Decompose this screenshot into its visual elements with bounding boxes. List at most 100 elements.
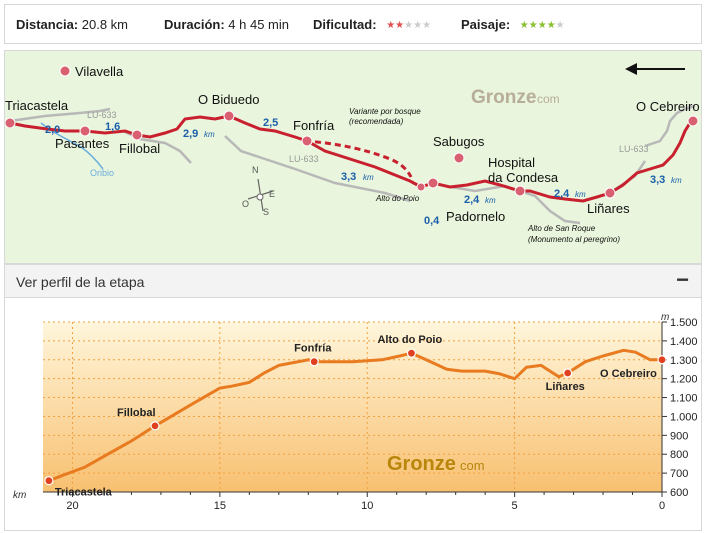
y-tick-label: 700	[670, 468, 688, 480]
difficulty-star-icon: ★	[422, 20, 432, 31]
segment-4: 2,5	[263, 117, 278, 129]
duration-value: 4 h 45 min	[228, 17, 289, 32]
y-tick-label: 1.500	[670, 317, 698, 329]
profile-point-triacastela	[44, 476, 54, 486]
difficulty-stat: Dificultad: ★★★★★	[313, 17, 431, 32]
x-tick-label: 5	[512, 500, 518, 512]
difficulty-star-icon: ★	[395, 20, 405, 31]
x-tick-label: 20	[66, 500, 78, 512]
collapse-icon[interactable]: −	[676, 267, 689, 292]
elevation-chart: 1.500 1.400 1.300 1.200 1.100 1.000 900 800 700 6…	[13, 312, 698, 512]
segment-1: 2,0	[45, 124, 60, 136]
label-triacastela: Triacastela	[5, 98, 69, 113]
route-map[interactable]: N O E S Gronze com Triacastela Vilavella	[4, 50, 702, 264]
segment-unit-8: km	[575, 190, 586, 199]
label-linares: Liñares	[587, 201, 630, 216]
distance-label: Distancia:	[16, 17, 79, 32]
label-alto-san-roque-1: Alto de San Roque	[527, 224, 596, 233]
label-vilavella: Vilavella	[75, 64, 124, 79]
y-tick-label: 1.200	[670, 374, 698, 386]
route-map-canvas: N O E S Gronze com Triacastela Vilavella	[5, 63, 700, 244]
label-fillobal: Fillobal	[119, 141, 160, 156]
landscape-star-icon: ★	[546, 20, 556, 31]
landscape-star-icon: ★	[555, 20, 565, 31]
marker-padornelo[interactable]	[427, 177, 439, 189]
marker-pasantes[interactable]	[79, 125, 91, 137]
label-o-biduedo: O Biduedo	[198, 92, 259, 107]
marker-o-cebreiro[interactable]	[687, 115, 699, 127]
map-watermark-sub: com	[537, 92, 560, 106]
landscape-star-icon: ★	[537, 20, 547, 31]
label-fonfria: Fonfría	[293, 118, 335, 133]
profile-point-alto_do_poio	[406, 348, 417, 358]
profile-point-fonfria	[309, 357, 319, 367]
segment-9: 3,3	[650, 174, 665, 186]
elevation-profile: 1.500 1.400 1.300 1.200 1.100 1.000 900 800 700 6…	[4, 298, 702, 531]
segment-6: 0,4	[424, 215, 440, 227]
segment-unit-5: km	[363, 173, 374, 182]
difficulty-rating: ★★★★★	[386, 20, 431, 31]
segment-unit-3: km	[204, 130, 215, 139]
y-tick-label: 1.300	[670, 355, 698, 367]
marker-hospital[interactable]	[514, 185, 526, 197]
profile-header-title[interactable]: Ver perfil de la etapa	[16, 274, 145, 290]
y-tick-label: 1.400	[670, 336, 698, 348]
profile-point-linares	[563, 368, 573, 378]
segment-2: 1,6	[105, 121, 120, 133]
segment-5: 3,3	[341, 171, 356, 183]
landscape-star-icon: ★	[528, 20, 538, 31]
marker-triacastela[interactable]	[5, 117, 16, 129]
label-alto-san-roque-2: (Monumento al peregrino)	[528, 235, 620, 244]
marker-linares[interactable]	[604, 187, 616, 199]
road-label-3: LU-633	[619, 144, 649, 154]
marker-vilavella[interactable]	[59, 65, 71, 77]
y-tick-label: 800	[670, 449, 688, 461]
marker-fillobal[interactable]	[131, 129, 143, 141]
segment-units: km km km km km	[204, 130, 682, 205]
road-labels: LU-633 LU-633 LU-633 Oribio	[87, 110, 649, 178]
label-variante-1: Variante por bosque	[349, 107, 421, 116]
stage-stats-bar: Distancia: 20.8 km Duración: 4 h 45 min …	[4, 4, 702, 44]
duration-stat: Duración: 4 h 45 min	[164, 17, 289, 32]
marker-alto-do-poio[interactable]	[416, 182, 426, 192]
y-tick-label: 1.100	[670, 393, 698, 405]
x-tick-label: 10	[361, 500, 373, 512]
segment-8: 2,4	[554, 188, 570, 200]
direction-arrow-icon	[625, 63, 685, 75]
marker-fonfria[interactable]	[301, 135, 313, 147]
map-watermark-main: Gronze	[471, 87, 536, 108]
chart-series	[48, 348, 662, 483]
marker-sabugos[interactable]	[453, 152, 465, 164]
profile-label-fillobal: Fillobal	[117, 407, 156, 419]
y-tick-label: 600	[670, 487, 688, 499]
duration-label: Duración:	[164, 17, 225, 32]
variant-route	[304, 139, 413, 178]
main-route	[9, 114, 696, 203]
y-tick-label: 1.000	[670, 411, 698, 423]
label-sabugos: Sabugos	[433, 134, 485, 149]
segment-7: 2,4	[464, 194, 480, 206]
profile-header[interactable]: Ver perfil de la etapa −	[4, 264, 702, 298]
x-tick-label: 0	[659, 500, 665, 512]
profile-label-fonfria: Fonfría	[294, 343, 332, 355]
label-padornelo: Padornelo	[446, 209, 505, 224]
label-variante-2: (recomendada)	[349, 117, 404, 126]
difficulty-star-icon: ★	[404, 20, 414, 31]
compass-n: N	[252, 165, 259, 175]
compass-s: S	[263, 207, 269, 217]
landscape-star-icon: ★	[519, 20, 529, 31]
marker-o-biduedo[interactable]	[223, 110, 235, 122]
chart-plot-area	[43, 322, 662, 492]
elevation-line	[48, 348, 662, 483]
profile-label-triacastela: Triacastela	[55, 487, 113, 499]
y-axis-unit: m	[661, 312, 669, 323]
y-tick-label: 900	[670, 430, 688, 442]
profile-watermark-main: Gronze	[387, 453, 456, 475]
x-axis-unit: km	[13, 490, 26, 501]
label-hospital-2: da Condesa	[488, 170, 559, 185]
difficulty-star-icon: ★	[386, 20, 396, 31]
road-label-2: LU-633	[289, 154, 319, 164]
road-label-1: LU-633	[87, 110, 117, 120]
profile-label-o_cebreiro: O Cebreiro	[600, 368, 657, 380]
profile-label-linares: Liñares	[546, 381, 585, 393]
